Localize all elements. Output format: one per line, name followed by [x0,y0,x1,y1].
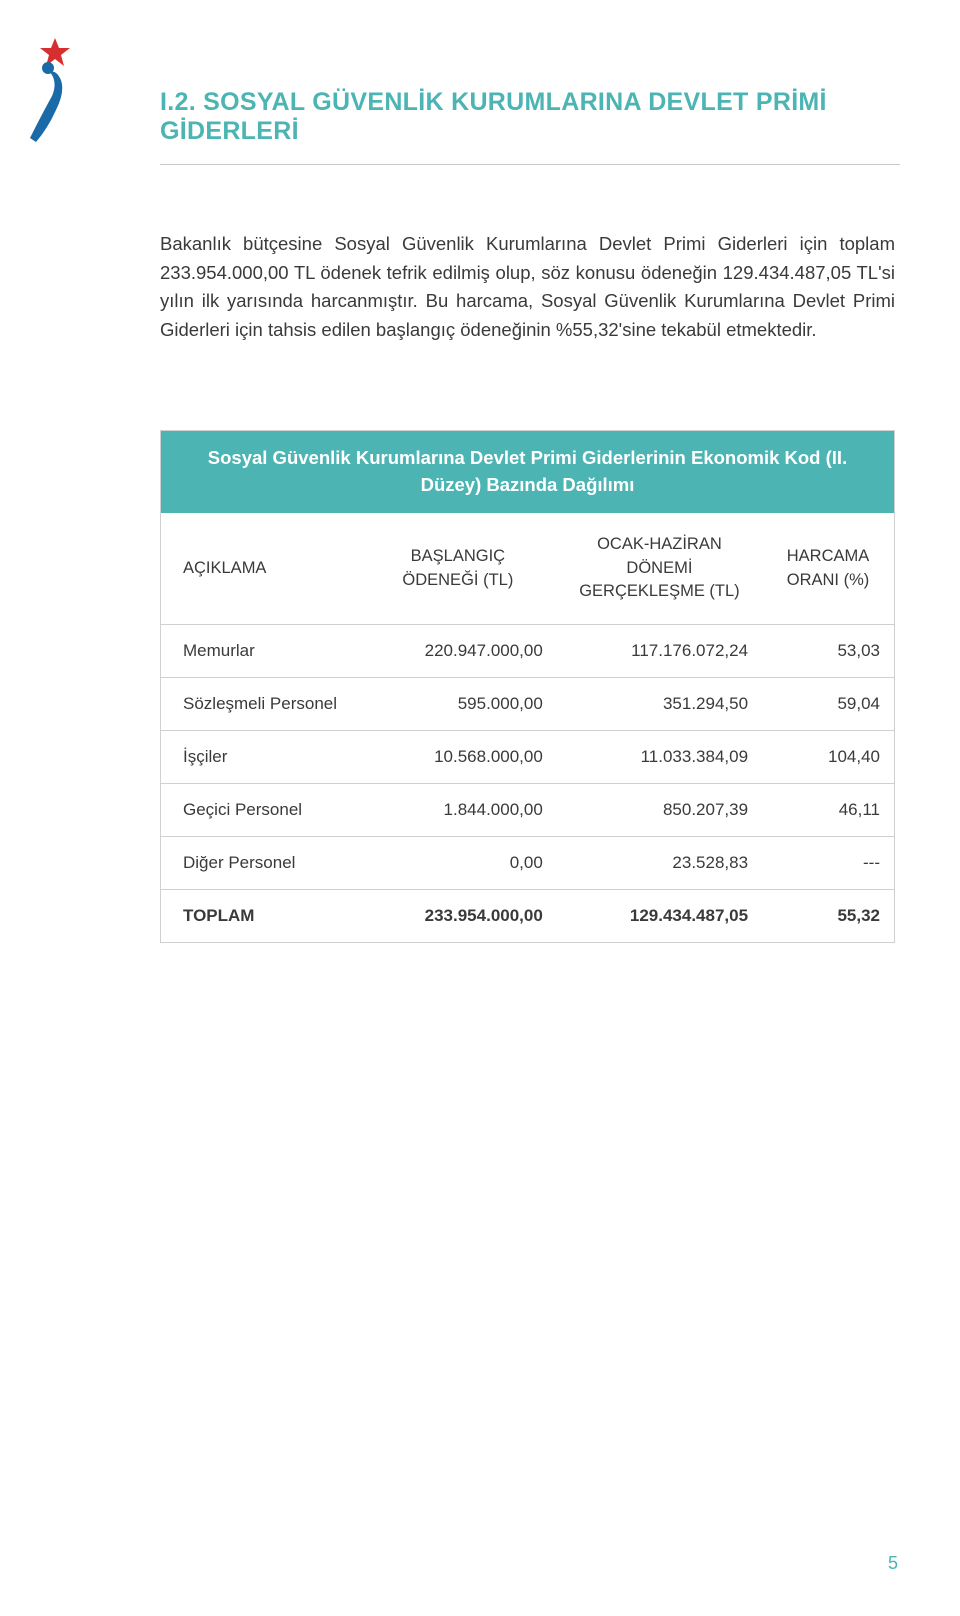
cell: 11.033.384,09 [557,731,762,784]
table-row: Sözleşmeli Personel 595.000,00 351.294,5… [161,678,894,731]
section-heading: I.2. SOSYAL GÜVENLİK KURUMLARINA DEVLET … [160,88,900,146]
cell: 104,40 [762,731,894,784]
table-total-row: TOPLAM 233.954.000,00 129.434.487,05 55,… [161,890,894,943]
cell: 53,03 [762,625,894,678]
data-table: AÇIKLAMA BAŞLANGIÇ ÖDENEĞİ (TL) OCAK-HAZ… [161,513,894,943]
heading-block: I.2. SOSYAL GÜVENLİK KURUMLARINA DEVLET … [160,88,900,165]
cell-total: 233.954.000,00 [359,890,557,943]
data-table-block: Sosyal Güvenlik Kurumlarına Devlet Primi… [160,430,895,943]
cell: 351.294,50 [557,678,762,731]
table-row: Memurlar 220.947.000,00 117.176.072,24 5… [161,625,894,678]
page-number: 5 [888,1553,898,1574]
col-header-gerceklesme: OCAK-HAZİRAN DÖNEMİ GERÇEKLEŞME (TL) [557,513,762,625]
col-header-baslangic: BAŞLANGIÇ ÖDENEĞİ (TL) [359,513,557,625]
cell: 10.568.000,00 [359,731,557,784]
cell: Diğer Personel [161,837,359,890]
cell: 23.528,83 [557,837,762,890]
cell: 220.947.000,00 [359,625,557,678]
cell: Memurlar [161,625,359,678]
col-header-aciklama: AÇIKLAMA [161,513,359,625]
cell: 0,00 [359,837,557,890]
cell: 46,11 [762,784,894,837]
cell: 59,04 [762,678,894,731]
cell: Geçici Personel [161,784,359,837]
col-header-oran: HARCAMA ORANI (%) [762,513,894,625]
table-header-row: AÇIKLAMA BAŞLANGIÇ ÖDENEĞİ (TL) OCAK-HAZ… [161,513,894,625]
cell: Sözleşmeli Personel [161,678,359,731]
heading-underline [160,164,900,165]
cell: --- [762,837,894,890]
cell: 850.207,39 [557,784,762,837]
cell: 595.000,00 [359,678,557,731]
cell-total: TOPLAM [161,890,359,943]
table-title: Sosyal Güvenlik Kurumlarına Devlet Primi… [161,431,894,513]
table-row: Diğer Personel 0,00 23.528,83 --- [161,837,894,890]
cell: İşçiler [161,731,359,784]
table-row: Geçici Personel 1.844.000,00 850.207,39 … [161,784,894,837]
table-row: İşçiler 10.568.000,00 11.033.384,09 104,… [161,731,894,784]
cell-total: 129.434.487,05 [557,890,762,943]
cell: 1.844.000,00 [359,784,557,837]
cell: 117.176.072,24 [557,625,762,678]
cell-total: 55,32 [762,890,894,943]
intro-paragraph: Bakanlık bütçesine Sosyal Güvenlik Kurum… [160,230,895,345]
ministry-logo [0,30,120,170]
